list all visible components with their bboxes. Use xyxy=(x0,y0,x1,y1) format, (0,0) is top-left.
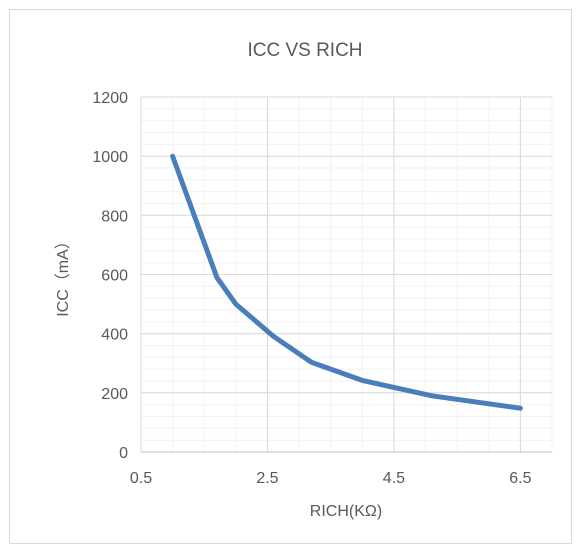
x-axis-title: RICH(KΩ) xyxy=(310,503,382,520)
x-tick-label: 6.5 xyxy=(509,470,531,487)
chart-frame xyxy=(9,9,572,544)
y-tick-label: 200 xyxy=(101,386,128,403)
series-line xyxy=(170,153,523,411)
y-tick-label: 600 xyxy=(101,268,128,285)
series-group xyxy=(170,153,523,411)
y-tick-label: 800 xyxy=(101,208,128,225)
y-tick-label: 1000 xyxy=(92,149,128,166)
x-tick-labels: 0.5 2.5 4.5 6.5 xyxy=(130,470,532,487)
y-tick-label: 0 xyxy=(119,445,128,462)
x-tick-label: 2.5 xyxy=(256,470,278,487)
x-tick-label: 4.5 xyxy=(383,470,405,487)
y-tick-labels: 0 200 400 600 800 1000 1200 xyxy=(92,90,128,462)
x-tick-label: 0.5 xyxy=(130,470,152,487)
major-grid xyxy=(140,96,552,453)
y-tick-label: 400 xyxy=(101,327,128,344)
y-axis-title: ICC（mA） xyxy=(54,233,72,317)
chart-title: ICC VS RICH xyxy=(247,40,362,61)
y-tick-label: 1200 xyxy=(92,90,128,107)
